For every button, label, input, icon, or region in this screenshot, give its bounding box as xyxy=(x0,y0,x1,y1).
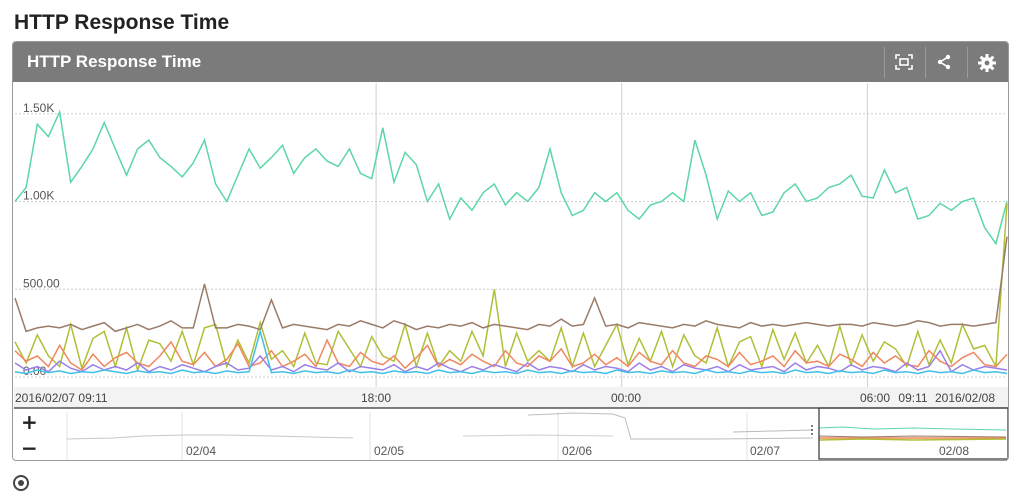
series-line-6 xyxy=(14,328,1008,375)
navigator-trace xyxy=(818,435,1007,438)
navigator-trace xyxy=(527,412,814,440)
panel-title: HTTP Response Time xyxy=(27,52,202,71)
x-tick-label: 06:00 xyxy=(860,391,890,405)
navigator-trace xyxy=(818,426,1007,431)
series-line-1 xyxy=(14,109,1008,246)
x-tick-label: 2016/02/07 09:11 xyxy=(15,391,108,405)
gear-icon xyxy=(978,54,996,72)
radio-dot-icon xyxy=(18,480,24,486)
navigator-tick-label: 02/07 xyxy=(750,444,780,458)
navigator-tick-label: 02/08 xyxy=(939,444,969,458)
series-line-4 xyxy=(14,338,1008,372)
x-tick-label: 00:00 xyxy=(611,391,641,405)
x-tick-label: 2016/02/08 xyxy=(935,391,995,405)
y-tick-label: 500.00 xyxy=(23,276,60,290)
view-radio-button[interactable] xyxy=(13,475,29,491)
chart-panel: 0.00 500.00 1.00K 1.50K 2016/02/07 09:11 18:0… xyxy=(12,41,1009,461)
page-title: HTTP Response Time xyxy=(14,11,230,34)
x-tick-label: 09:11 xyxy=(898,391,927,405)
navigator-tick-label: 02/05 xyxy=(374,444,404,458)
series-line-2 xyxy=(14,203,1008,373)
settings-button[interactable] xyxy=(967,47,1006,78)
zoom-in-button[interactable]: + xyxy=(21,410,38,434)
zoom-out-button[interactable]: − xyxy=(21,436,38,460)
share-icon xyxy=(937,54,951,70)
navigator-trace xyxy=(66,434,354,440)
navigator-tick-label: 02/06 xyxy=(562,444,592,458)
y-tick-label: 1.00K xyxy=(23,189,54,203)
share-button[interactable] xyxy=(925,47,964,78)
x-axis-band xyxy=(14,387,1008,408)
navigator-selection-window[interactable] xyxy=(818,407,1008,460)
navigator-trace xyxy=(818,438,1007,441)
series-line-3 xyxy=(14,236,1008,333)
navigator-tick-label: 02/04 xyxy=(186,444,216,458)
panel-header: HTTP Response Time xyxy=(13,42,1008,82)
navigator-trace xyxy=(732,429,814,433)
navigator-trace xyxy=(462,434,614,437)
x-tick-label: 18:00 xyxy=(361,391,391,405)
y-tick-label: 1.50K xyxy=(23,101,54,115)
fullscreen-icon xyxy=(895,54,913,70)
fullscreen-button[interactable] xyxy=(884,47,923,78)
